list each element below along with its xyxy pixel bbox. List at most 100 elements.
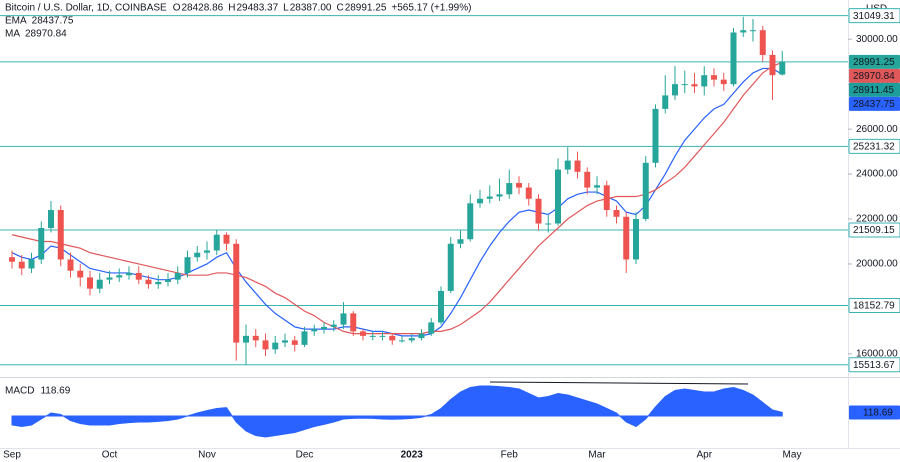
- price-badge-label: 28970.84: [853, 71, 895, 82]
- x-tick-label: 2023: [401, 450, 424, 461]
- candle-body: [613, 210, 620, 217]
- price-badge: [848, 357, 900, 373]
- price-badge-label: 28991.25: [853, 57, 895, 68]
- candle-body: [759, 30, 766, 55]
- candle-body: [135, 272, 142, 280]
- candle-body: [584, 171, 591, 188]
- candle-body: [438, 290, 444, 323]
- candle-body: [574, 160, 581, 172]
- candle-body: [87, 277, 93, 289]
- candle-body: [321, 326, 327, 330]
- price-badge: [848, 8, 900, 24]
- price-badge-label: 21509.15: [853, 225, 895, 236]
- candle-body: [106, 277, 113, 280]
- ohlc-label: C: [336, 3, 343, 14]
- price-badge: [848, 138, 900, 154]
- candle-body: [633, 219, 639, 260]
- candle-body: [57, 210, 64, 260]
- price-change: +565.17 (+1.99%): [391, 3, 471, 14]
- candle-body: [360, 331, 366, 336]
- candle-body: [67, 259, 74, 271]
- macd-value: 118.69: [40, 386, 70, 397]
- candle-body: [594, 185, 600, 188]
- price-badge: [848, 222, 900, 238]
- candle-body: [252, 335, 259, 341]
- candle-body: [477, 198, 483, 204]
- candle-body: [623, 216, 630, 260]
- candle-body: [155, 281, 162, 285]
- ohlc-label: L: [283, 3, 289, 14]
- macd-trendline: [489, 381, 749, 385]
- candle-body: [145, 279, 152, 285]
- candle-body: [564, 160, 571, 170]
- candle-body: [642, 162, 649, 220]
- candle-body: [311, 329, 318, 332]
- candle-body: [96, 279, 103, 289]
- candle-body: [174, 272, 181, 280]
- candle-body: [740, 30, 747, 33]
- candle-body: [389, 335, 396, 341]
- candle-body: [750, 30, 756, 32]
- ohlc-value: 28387.00: [290, 3, 332, 14]
- candle-body: [223, 234, 230, 244]
- legend-value: 28437.75: [32, 16, 74, 27]
- candle-body: [204, 250, 210, 253]
- candle-body: [379, 335, 386, 337]
- candle-body: [213, 234, 220, 251]
- price-badge-label: 25231.32: [853, 142, 895, 153]
- macd-name: MACD: [5, 386, 34, 397]
- candle-body: [535, 198, 542, 224]
- x-tick-label: Sep: [3, 450, 21, 461]
- candle-body: [720, 79, 727, 85]
- candle-body: [243, 335, 249, 343]
- y-tick-label: 22000.00: [856, 214, 898, 225]
- candle-body: [48, 210, 54, 228]
- candle-body: [408, 338, 415, 341]
- candle-body: [28, 259, 35, 269]
- x-tick-label: Dec: [296, 450, 314, 461]
- candle-body: [126, 272, 132, 276]
- candle-body: [9, 257, 15, 262]
- macd-badge-label: 118.69: [863, 408, 893, 419]
- y-tick-label: 24000.00: [856, 169, 898, 180]
- legend-name: MA: [5, 29, 20, 40]
- candle-body: [555, 169, 561, 224]
- candle-body: [711, 75, 717, 80]
- candle-body: [262, 340, 269, 350]
- labels: Bitcoin / U.S. Dollar, 1D, COINBASE USD …: [3, 3, 900, 461]
- plot-marks: [9, 16, 786, 438]
- candle-body: [272, 342, 279, 350]
- candle-body: [428, 322, 435, 334]
- price-badge-label: 28911.45: [853, 85, 894, 96]
- x-tick-label: May: [783, 450, 802, 461]
- x-tick-label: Apr: [696, 450, 712, 461]
- candle-body: [340, 313, 347, 325]
- candle-body: [350, 313, 357, 332]
- candle-body: [399, 340, 405, 342]
- ohlc-value: 28428.86: [182, 3, 224, 14]
- candle-body: [282, 340, 288, 343]
- macd-badge: [849, 405, 900, 420]
- candle-body: [467, 203, 474, 240]
- candle-body: [701, 75, 708, 87]
- candle-body: [301, 331, 308, 345]
- candle-body: [291, 340, 298, 345]
- y-tick-label: 26000.00: [856, 124, 898, 135]
- candle-body: [769, 54, 776, 76]
- x-tick-label: Mar: [588, 450, 606, 461]
- candle-body: [77, 270, 84, 278]
- macd-area: [11, 385, 783, 438]
- candle-body: [652, 108, 659, 163]
- ohlc-label: O: [173, 3, 181, 14]
- candle-body: [672, 84, 678, 96]
- candle-body: [38, 227, 45, 260]
- candle-body: [691, 84, 698, 87]
- candle-body: [165, 279, 171, 282]
- candle-body: [603, 185, 610, 211]
- price-badge: [848, 297, 900, 313]
- y-tick-label: 20000.00: [856, 259, 898, 270]
- candle-body: [506, 183, 513, 195]
- price-badge-label: 15513.67: [853, 360, 895, 371]
